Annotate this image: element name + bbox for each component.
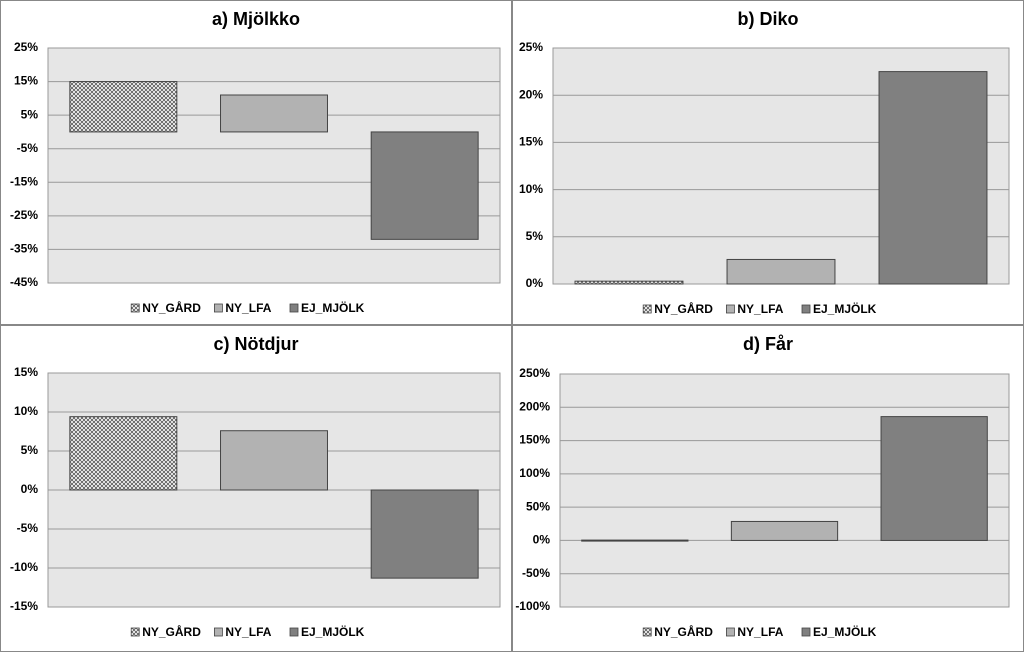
y-tick-label: 0% xyxy=(533,533,551,547)
legend-swatch xyxy=(213,627,223,637)
y-tick-label: 150% xyxy=(519,433,550,447)
bar xyxy=(880,416,988,541)
bar xyxy=(726,258,836,285)
bar xyxy=(370,131,479,240)
y-tick-label: -100% xyxy=(515,599,550,613)
y-tick-label: 0% xyxy=(526,276,544,290)
bar xyxy=(574,280,684,285)
bar xyxy=(220,94,328,133)
y-tick-label: 10% xyxy=(14,404,38,418)
legend-label: EJ_MJÖLK xyxy=(813,624,877,639)
y-tick-label: 200% xyxy=(519,399,550,413)
y-tick-label: 25% xyxy=(519,40,543,54)
y-tick-label: 20% xyxy=(519,87,543,101)
y-tick-label: 100% xyxy=(519,466,550,480)
bar xyxy=(370,489,479,579)
legend-label: NY_LFA xyxy=(225,625,271,639)
legend-swatch xyxy=(801,304,811,314)
y-tick-label: -50% xyxy=(522,566,550,580)
bar xyxy=(730,520,839,541)
y-tick-label: 50% xyxy=(526,499,550,513)
y-tick-label: 10% xyxy=(519,182,543,196)
y-tick-label: 5% xyxy=(21,443,39,457)
chart-title: d) Får xyxy=(743,334,793,354)
legend-swatch xyxy=(289,303,299,313)
legend-swatch xyxy=(642,304,652,314)
legend-swatch xyxy=(289,627,299,637)
y-tick-label: 15% xyxy=(14,365,38,379)
legend-label: NY_GÅRD xyxy=(142,300,201,315)
legend-swatch xyxy=(130,627,140,637)
legend-label: NY_GÅRD xyxy=(142,624,201,639)
legend-label: NY_LFA xyxy=(225,301,271,315)
bar xyxy=(220,430,328,491)
legend-label: NY_LFA xyxy=(737,302,783,316)
legend-label: EJ_MJÖLK xyxy=(301,624,365,639)
y-tick-label: -5% xyxy=(17,521,39,535)
legend-swatch xyxy=(213,303,223,313)
y-tick-label: 5% xyxy=(526,229,544,243)
chart-title: c) Nötdjur xyxy=(214,334,299,354)
y-tick-label: 5% xyxy=(21,107,39,121)
bar xyxy=(581,539,689,542)
y-tick-label: -15% xyxy=(10,174,38,188)
y-tick-label: 15% xyxy=(519,135,543,149)
chart-title: b) Diko xyxy=(738,9,799,29)
y-tick-label: -25% xyxy=(10,208,38,222)
legend-swatch xyxy=(726,304,735,314)
legend-label: NY_LFA xyxy=(737,625,783,639)
bar xyxy=(69,81,178,133)
bar xyxy=(878,71,988,285)
y-tick-label: 250% xyxy=(519,366,550,380)
chart-title: a) Mjölkko xyxy=(212,9,300,29)
legend-label: NY_GÅRD xyxy=(654,301,713,316)
y-tick-label: -10% xyxy=(10,560,38,574)
legend-swatch xyxy=(726,627,735,637)
y-tick-label: 15% xyxy=(14,74,38,88)
legend-swatch xyxy=(642,627,652,637)
y-tick-label: 0% xyxy=(21,482,39,496)
y-tick-label: -35% xyxy=(10,242,38,256)
legend-swatch xyxy=(801,627,811,637)
legend-swatch xyxy=(130,303,140,313)
y-tick-label: 25% xyxy=(14,40,38,54)
legend-label: EJ_MJÖLK xyxy=(813,301,877,316)
y-tick-label: -45% xyxy=(10,275,38,289)
legend-label: EJ_MJÖLK xyxy=(301,300,365,315)
y-tick-label: -15% xyxy=(10,599,38,613)
legend-label: NY_GÅRD xyxy=(654,624,713,639)
y-tick-label: -5% xyxy=(17,141,39,155)
bar xyxy=(69,416,178,491)
